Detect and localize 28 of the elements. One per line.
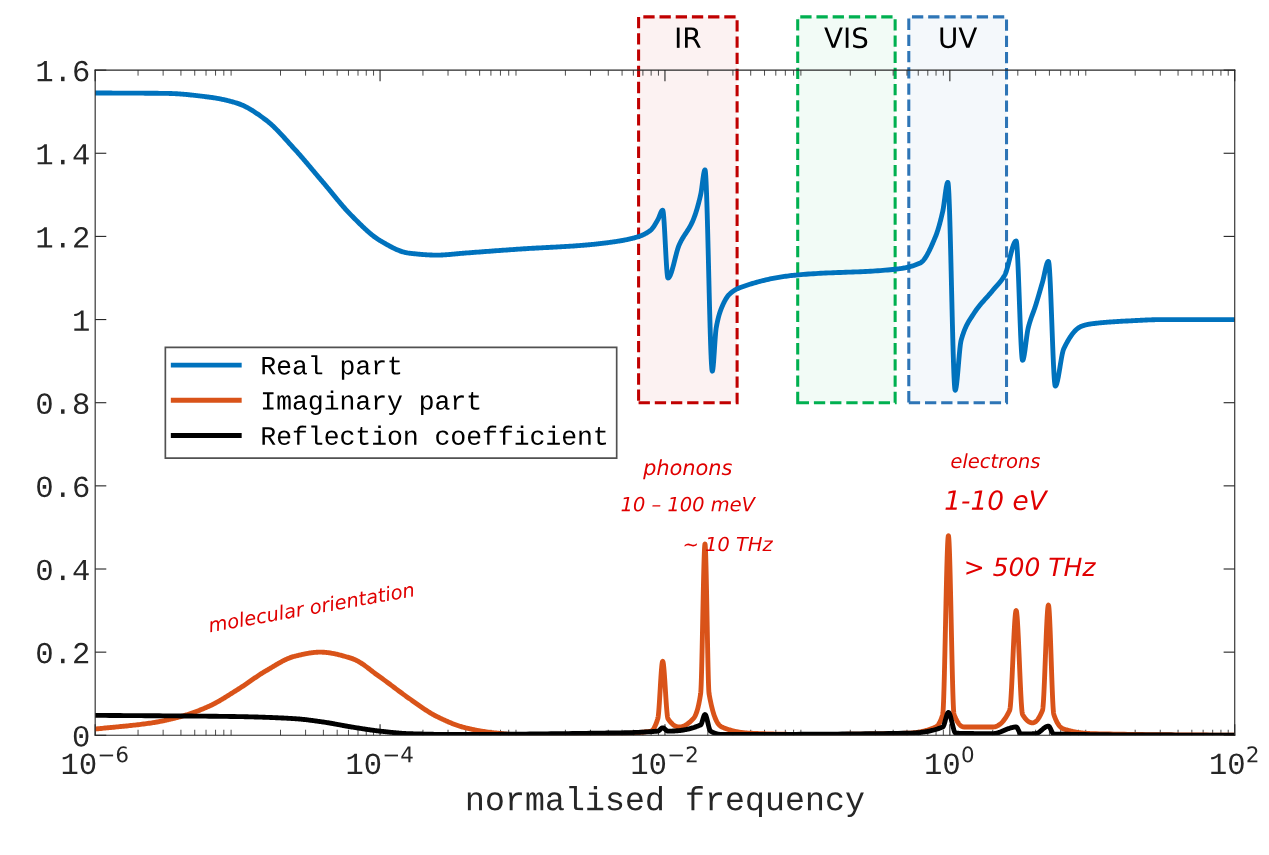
annotation: 10 – 100 meV [621,496,757,512]
x-tick-label: 10$^{−2}$ [632,746,697,775]
band-label: IR [676,27,701,48]
x-tick-label: 10$^{−6}$ [62,746,128,775]
x-tick-label: 10$^{−4}$ [347,746,413,775]
y-tick-label: 0.6 [37,476,89,498]
annotation: > 500 THz [966,557,1096,577]
y-tick-label: 1.2 [37,227,89,248]
annotation: ~ 10 THz [684,536,774,552]
y-tick-label: 1.6 [37,60,89,82]
annotation: molecular orientation [207,581,415,633]
y-tick-label: 0 [73,725,89,747]
x-axis-title: normalised frequency [467,786,864,818]
x-tick-label: 10$^{2}$ [1211,746,1258,775]
annotation: phonons [643,459,732,480]
annotation: 1-10 eV [945,490,1049,511]
y-tick-label: 0.8 [37,393,89,415]
annotation: electrons [951,453,1041,469]
legend-label: Reflection coefficient [262,425,607,445]
band-label: VIS [824,27,868,49]
band-label: UV [940,27,978,49]
y-tick-label: 1.4 [37,144,89,165]
legend-label: Imaginary part [262,390,480,415]
y-tick-label: 0.2 [37,642,89,664]
x-tick-label: 10$^{0}$ [926,746,974,775]
legend-label: Real part [262,355,401,380]
y-tick-label: 0.4 [37,559,89,581]
y-tick-label: 1 [74,310,89,331]
